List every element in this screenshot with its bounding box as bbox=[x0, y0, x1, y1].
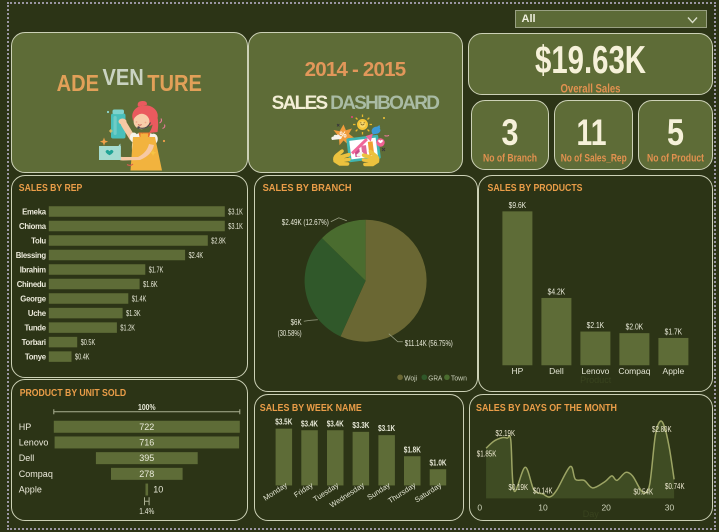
svg-text:$3.1K: $3.1K bbox=[228, 207, 243, 216]
svg-text:5: 5 bbox=[667, 112, 684, 153]
svg-text:$3.1K: $3.1K bbox=[228, 221, 243, 230]
svg-text:$2.8K: $2.8K bbox=[211, 236, 226, 245]
svg-text:PRODUCT BY UNIT SOLD: PRODUCT BY UNIT SOLD bbox=[20, 387, 127, 399]
svg-text:Lenovo: Lenovo bbox=[581, 365, 609, 375]
svg-text:Dell: Dell bbox=[19, 453, 35, 463]
svg-text:30: 30 bbox=[665, 502, 675, 512]
svg-text:11: 11 bbox=[576, 112, 606, 153]
svg-text:$0.14K: $0.14K bbox=[533, 485, 553, 495]
svg-text:GRA: GRA bbox=[428, 373, 442, 382]
svg-text:SALES BY DAYS OF THE MONTH: SALES BY DAYS OF THE MONTH bbox=[476, 402, 617, 414]
svg-text:Tonye: Tonye bbox=[25, 352, 47, 361]
svg-text:$9.6K: $9.6K bbox=[508, 199, 526, 209]
svg-text:$0.54K: $0.54K bbox=[634, 486, 654, 496]
svg-text:$3.1K: $3.1K bbox=[378, 423, 396, 433]
svg-text:SALES BY REP: SALES BY REP bbox=[19, 181, 83, 193]
svg-text:0: 0 bbox=[477, 502, 482, 512]
svg-text:Blessing: Blessing bbox=[16, 250, 47, 259]
svg-text:SALES BY BRANCH: SALES BY BRANCH bbox=[263, 181, 352, 193]
svg-text:Town: Town bbox=[451, 373, 467, 382]
svg-text:Overall Sales: Overall Sales bbox=[561, 84, 621, 96]
svg-text:$1.2K: $1.2K bbox=[120, 323, 135, 332]
svg-text:%: % bbox=[339, 131, 346, 140]
svg-text:Uche: Uche bbox=[28, 308, 47, 317]
svg-text:$3.3K: $3.3K bbox=[352, 420, 370, 430]
svg-text:Day: Day bbox=[583, 509, 600, 519]
svg-text:$3.4K: $3.4K bbox=[301, 418, 319, 428]
svg-text:Dell: Dell bbox=[549, 365, 564, 375]
svg-text:Compaq: Compaq bbox=[19, 469, 53, 479]
svg-text:Ibrahim: Ibrahim bbox=[20, 265, 46, 274]
svg-text:$2.0K: $2.0K bbox=[625, 321, 643, 331]
svg-text:$1.8K: $1.8K bbox=[404, 444, 422, 454]
svg-text:$0.5K: $0.5K bbox=[81, 337, 96, 346]
svg-text:$2.19K: $2.19K bbox=[496, 428, 516, 438]
svg-text:Apple: Apple bbox=[19, 485, 42, 495]
svg-text:10: 10 bbox=[538, 502, 548, 512]
svg-text:Chinedu: Chinedu bbox=[17, 279, 47, 288]
svg-text:100%: 100% bbox=[138, 402, 156, 412]
svg-text:$1.7K: $1.7K bbox=[664, 326, 682, 336]
svg-text:SALES BY PRODUCTS: SALES BY PRODUCTS bbox=[487, 181, 582, 193]
svg-text:Monday: Monday bbox=[262, 480, 289, 502]
svg-text:$2.49K (12.67%): $2.49K (12.67%) bbox=[282, 217, 329, 226]
svg-text:1.4%: 1.4% bbox=[139, 506, 154, 516]
svg-text:$4.2K: $4.2K bbox=[547, 286, 565, 296]
svg-text:$1.7K: $1.7K bbox=[149, 265, 164, 274]
svg-text:$3.5K: $3.5K bbox=[275, 417, 293, 427]
svg-text:$2.1K: $2.1K bbox=[586, 320, 604, 330]
svg-text:No of Product: No of Product bbox=[647, 153, 704, 165]
svg-text:HP: HP bbox=[511, 365, 523, 375]
svg-text:Chioma: Chioma bbox=[19, 221, 47, 230]
svg-text:George: George bbox=[20, 294, 46, 303]
svg-text:Compaq: Compaq bbox=[618, 365, 650, 375]
svg-text:$0.19K: $0.19K bbox=[509, 482, 529, 492]
svg-text:3: 3 bbox=[501, 112, 518, 153]
svg-text:Woji: Woji bbox=[404, 373, 417, 382]
svg-text:$2.80K: $2.80K bbox=[652, 424, 672, 434]
svg-text:395: 395 bbox=[139, 453, 154, 463]
svg-text:Tunde: Tunde bbox=[24, 323, 46, 332]
svg-text:$3.4K: $3.4K bbox=[327, 418, 345, 428]
svg-text:$6K: $6K bbox=[291, 317, 303, 326]
svg-text:$1.85K: $1.85K bbox=[477, 448, 497, 458]
svg-text:Torbari: Torbari bbox=[22, 337, 46, 346]
svg-text:SALES BY WEEK NAME: SALES BY WEEK NAME bbox=[260, 402, 362, 414]
svg-text:Product: Product bbox=[580, 374, 612, 384]
svg-text:$1.4K: $1.4K bbox=[132, 294, 147, 303]
svg-text:$1.0K: $1.0K bbox=[430, 457, 448, 467]
svg-text:Tolu: Tolu bbox=[31, 236, 46, 245]
svg-text:716: 716 bbox=[139, 437, 154, 447]
svg-text:20: 20 bbox=[601, 502, 611, 512]
svg-text:$1.3K: $1.3K bbox=[126, 308, 141, 317]
svg-text:Apple: Apple bbox=[662, 365, 684, 375]
svg-text:$1.6K: $1.6K bbox=[143, 279, 158, 288]
svg-text:$19.63K: $19.63K bbox=[535, 39, 646, 82]
svg-text:278: 278 bbox=[139, 469, 154, 479]
svg-text:Emeka: Emeka bbox=[22, 207, 47, 216]
svg-text:(30.58%): (30.58%) bbox=[278, 328, 302, 337]
svg-text:722: 722 bbox=[139, 422, 154, 432]
svg-text:10: 10 bbox=[153, 485, 163, 495]
svg-text:$0.74K: $0.74K bbox=[665, 481, 685, 491]
svg-text:No of Sales_Rep: No of Sales_Rep bbox=[560, 153, 626, 165]
svg-text:$2.4K: $2.4K bbox=[189, 250, 204, 259]
svg-text:$0.4K: $0.4K bbox=[75, 352, 90, 361]
svg-text:Lenovo: Lenovo bbox=[19, 437, 49, 447]
svg-text:$11.14K (56.75%): $11.14K (56.75%) bbox=[405, 338, 453, 347]
svg-text:HP: HP bbox=[19, 422, 32, 432]
svg-text:No of Branch: No of Branch bbox=[483, 153, 537, 165]
